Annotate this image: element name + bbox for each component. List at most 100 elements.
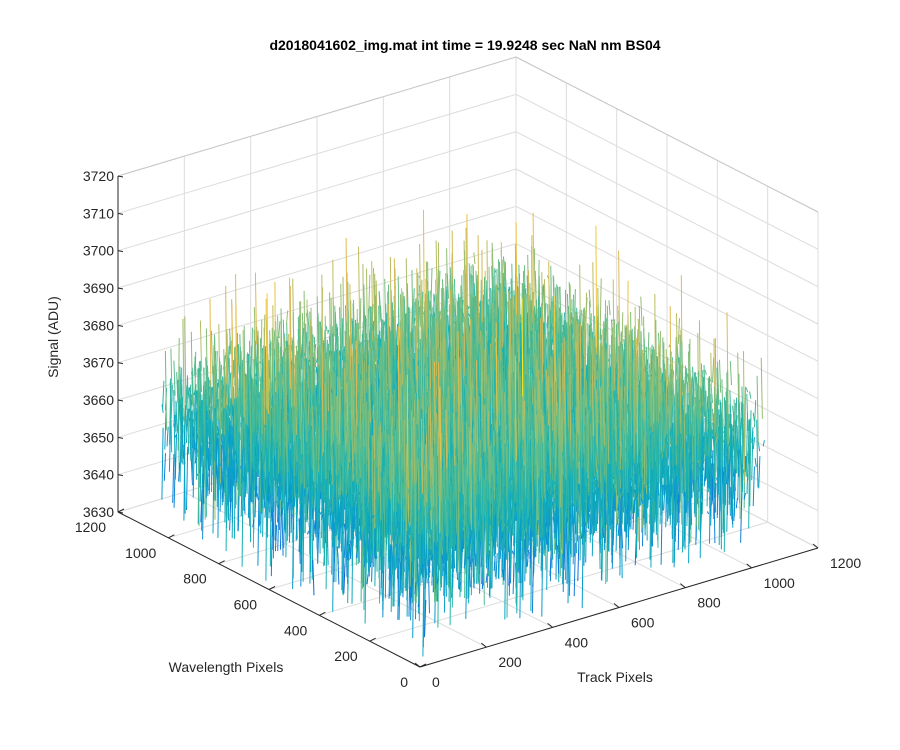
surface-stroke xyxy=(476,308,479,323)
surface-stroke xyxy=(334,305,337,366)
surface-stroke xyxy=(467,306,470,310)
side-wall-gridline xyxy=(515,243,819,400)
surface-stroke xyxy=(639,344,642,383)
surface-stroke xyxy=(368,274,371,313)
surface-stroke xyxy=(446,273,449,299)
surface-stroke xyxy=(646,371,649,398)
surface-stroke xyxy=(453,309,456,316)
surface-stroke xyxy=(534,306,537,333)
surface-stroke xyxy=(278,321,281,338)
surface-stroke xyxy=(358,246,361,330)
surface-stroke xyxy=(529,308,532,319)
surface-stroke xyxy=(544,279,547,342)
surface-stroke xyxy=(528,348,532,377)
surface-stroke xyxy=(391,340,394,343)
back-wall-gridline xyxy=(117,280,517,401)
surface-stroke xyxy=(435,240,438,309)
surface-stroke xyxy=(520,372,523,375)
surface-stroke xyxy=(524,293,527,388)
y-tick-mark xyxy=(168,534,175,539)
surface-stroke xyxy=(473,308,476,326)
surface-stroke xyxy=(447,314,450,340)
surface-stroke xyxy=(668,344,671,348)
surface-stroke xyxy=(427,343,429,346)
surface-stroke xyxy=(419,285,422,327)
surface-stroke xyxy=(564,320,567,335)
surface-stroke xyxy=(327,329,330,335)
back-wall-gridline xyxy=(117,93,517,214)
z-tick-mark xyxy=(117,250,124,253)
surface-stroke xyxy=(488,306,491,346)
surface-stroke xyxy=(486,303,489,308)
back-wall-gridline xyxy=(117,131,517,252)
surface-stroke xyxy=(497,306,500,325)
surface-stroke xyxy=(551,326,554,344)
surface-stroke xyxy=(530,300,533,329)
z-tick-mark xyxy=(117,324,124,327)
surface-stroke xyxy=(473,252,476,265)
surface-stroke xyxy=(503,291,506,322)
surface-stroke xyxy=(378,337,381,345)
surface-stroke xyxy=(528,270,531,390)
surface-stroke xyxy=(459,312,462,344)
surface-stroke xyxy=(363,284,366,339)
surface-stroke xyxy=(398,322,401,379)
side-wall-gridline xyxy=(515,93,819,250)
z-tick-mark xyxy=(117,212,124,215)
y-tick-mark xyxy=(319,611,326,616)
surface-stroke xyxy=(472,264,475,310)
surface-stroke xyxy=(315,357,319,363)
surface-stroke xyxy=(583,307,586,379)
z-tick-mark xyxy=(117,399,124,402)
surface-stroke xyxy=(307,310,310,327)
surface-stroke xyxy=(486,299,489,317)
z-tick-mark xyxy=(117,474,124,477)
surface-stroke xyxy=(374,273,377,350)
surface-stroke xyxy=(497,338,500,364)
side-wall-gridline xyxy=(515,280,819,437)
surface-stroke xyxy=(528,367,531,370)
surface-stroke xyxy=(452,292,455,311)
surface-layer xyxy=(161,209,765,657)
surface-stroke xyxy=(468,263,471,324)
surface-stroke xyxy=(373,268,376,332)
surface-stroke xyxy=(438,270,441,300)
x-tick-mark xyxy=(680,583,686,589)
surface-stroke xyxy=(500,242,503,367)
surface-stroke xyxy=(640,296,643,326)
x-tick-mark xyxy=(746,563,752,569)
surface-stroke xyxy=(589,348,593,381)
surface-stroke xyxy=(502,291,505,334)
surface-stroke xyxy=(377,341,380,344)
surface-stroke xyxy=(581,313,584,339)
surface-stroke xyxy=(376,342,379,351)
back-wall-gridline xyxy=(117,205,517,326)
y-tick-mark xyxy=(268,586,276,590)
surface-stroke xyxy=(588,289,591,308)
surface-stroke xyxy=(611,319,614,321)
y-tick-mark xyxy=(419,663,427,668)
surface-stroke xyxy=(503,260,506,288)
surface-stroke xyxy=(572,317,575,351)
surface-stroke xyxy=(370,341,373,385)
surface-stroke xyxy=(371,261,374,350)
surface-stroke xyxy=(433,294,436,303)
surface-stroke xyxy=(413,317,416,327)
surface-stroke xyxy=(503,330,506,355)
z-tick-mark xyxy=(117,287,124,290)
surface-stroke xyxy=(378,290,381,321)
side-wall-gridline xyxy=(515,205,819,362)
box-edge xyxy=(515,56,819,213)
surface-stroke xyxy=(548,334,551,344)
y-tick-mark xyxy=(369,637,376,642)
x-tick-mark xyxy=(481,642,487,648)
x-tick-mark xyxy=(414,662,421,668)
z-tick-mark xyxy=(117,362,124,365)
surface-stroke xyxy=(475,340,478,357)
z-tick-mark xyxy=(117,436,124,439)
z-tick-mark xyxy=(117,511,124,514)
axes-layer xyxy=(117,175,819,668)
side-wall-gridline xyxy=(515,131,819,288)
surface-stroke xyxy=(518,286,521,371)
